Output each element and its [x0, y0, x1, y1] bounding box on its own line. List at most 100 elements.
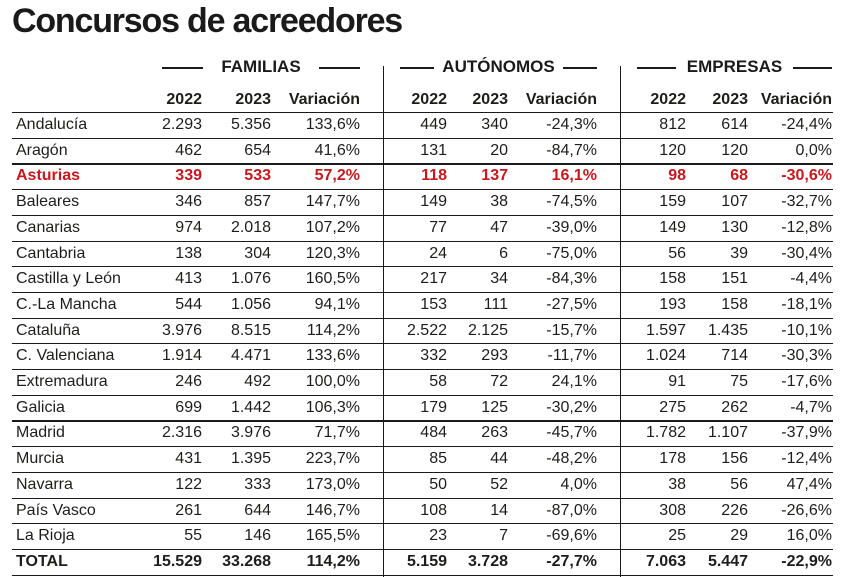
- cell-empresas-2023: 107: [721, 193, 748, 211]
- cell-empresas-2022: 98: [668, 167, 686, 185]
- cell-familias-2023: 4.471: [230, 347, 271, 365]
- cell-familias-variacion: 120,3%: [305, 244, 360, 262]
- column-header-familias-2023: 2023: [235, 91, 271, 108]
- header-rule: [400, 67, 434, 69]
- row-divider: [12, 523, 833, 525]
- total-familias-variacion: 114,2%: [306, 552, 360, 570]
- region-name: Galicia: [16, 398, 65, 416]
- row-divider: [12, 137, 833, 139]
- cell-empresas-variacion: -4,4%: [790, 270, 832, 288]
- cell-autonomos-variacion: -39,0%: [546, 218, 597, 236]
- cell-empresas-2022: 1.597: [645, 321, 686, 339]
- cell-familias-2023: 1.076: [230, 270, 271, 288]
- cell-empresas-variacion: -30,6%: [781, 167, 832, 185]
- cell-empresas-variacion: 16,0%: [786, 527, 832, 545]
- cell-familias-2022: 413: [175, 270, 202, 288]
- cell-familias-2023: 5.356: [230, 116, 271, 133]
- row-divider: [12, 548, 833, 551]
- cell-empresas-2022: 120: [659, 141, 686, 159]
- row-divider: [12, 163, 833, 165]
- region-name: Cataluña: [16, 321, 81, 339]
- cell-empresas-variacion: -12,4%: [781, 450, 832, 468]
- cell-empresas-2022: 149: [659, 218, 686, 236]
- cell-empresas-2022: 159: [659, 193, 686, 211]
- cell-autonomos-2022: 484: [420, 424, 447, 442]
- row-divider: [12, 446, 833, 448]
- cell-familias-2023: 644: [244, 501, 271, 519]
- header-rule: [162, 67, 203, 69]
- cell-autonomos-2022: 24: [429, 244, 447, 262]
- row-divider: [12, 394, 833, 396]
- cell-empresas-2023: 1.107: [707, 424, 748, 442]
- cell-familias-variacion: 147,7%: [305, 193, 360, 211]
- cell-empresas-variacion: -17,6%: [781, 373, 832, 390]
- cell-familias-2022: 122: [175, 475, 202, 493]
- column-separator: [383, 66, 384, 577]
- region-name: Cantabria: [16, 244, 86, 262]
- region-name: Aragón: [16, 141, 68, 159]
- row-divider: [12, 574, 833, 576]
- cell-empresas-variacion: -10,1%: [781, 321, 832, 339]
- header-rule: [792, 67, 832, 69]
- cell-familias-2023: 654: [244, 141, 271, 159]
- cell-empresas-2023: 714: [721, 347, 748, 365]
- cell-familias-2023: 857: [244, 193, 271, 211]
- cell-empresas-2023: 130: [721, 218, 748, 236]
- cell-autonomos-2023: 340: [481, 116, 508, 133]
- row-divider: [12, 240, 833, 242]
- cell-empresas-2022: 56: [668, 244, 686, 262]
- cell-autonomos-2023: 111: [483, 295, 508, 313]
- cell-familias-2023: 1.442: [230, 398, 271, 416]
- cell-familias-variacion: 160,5%: [305, 270, 360, 288]
- cell-familias-2022: 261: [175, 501, 202, 519]
- cell-familias-variacion: 41,6%: [314, 141, 360, 159]
- cell-familias-2022: 2.316: [161, 424, 202, 442]
- group-header-empresas: EMPRESAS: [637, 57, 832, 77]
- cell-empresas-2023: 68: [730, 167, 748, 185]
- region-name: Murcia: [16, 450, 65, 468]
- cell-empresas-variacion: -37,9%: [781, 424, 832, 442]
- cell-familias-variacion: 173,0%: [305, 475, 360, 493]
- cell-autonomos-2022: 85: [429, 450, 447, 468]
- cell-empresas-2022: 308: [659, 501, 686, 519]
- region-name: País Vasco: [16, 501, 96, 519]
- cell-empresas-2023: 120: [721, 141, 748, 159]
- region-name: Asturias: [16, 167, 81, 185]
- region-name: C. Valenciana: [16, 347, 115, 365]
- cell-empresas-2023: 156: [721, 450, 748, 468]
- cell-autonomos-2023: 44: [490, 450, 508, 468]
- cell-autonomos-2023: 137: [481, 167, 508, 185]
- row-divider: [12, 317, 833, 319]
- cell-empresas-variacion: 47,4%: [786, 475, 832, 493]
- cell-autonomos-2022: 23: [429, 527, 447, 545]
- cell-empresas-variacion: -18,1%: [781, 295, 832, 313]
- cell-familias-2022: 339: [175, 167, 202, 185]
- cell-autonomos-2022: 58: [429, 373, 447, 390]
- cell-familias-variacion: 223,7%: [305, 450, 360, 468]
- cell-autonomos-variacion: -87,0%: [546, 501, 597, 519]
- cell-familias-2023: 3.976: [230, 424, 271, 442]
- cell-familias-2023: 304: [244, 244, 271, 262]
- cell-familias-2022: 55: [184, 527, 202, 545]
- row-divider: [12, 266, 833, 268]
- total-familias-2023: 33.268: [222, 552, 271, 570]
- row-divider: [12, 189, 833, 191]
- cell-empresas-2023: 614: [721, 116, 748, 133]
- group-label: EMPRESAS: [686, 57, 783, 76]
- region-name: Baleares: [16, 193, 80, 211]
- cell-empresas-2023: 226: [721, 501, 748, 519]
- cell-familias-2023: 1.056: [230, 295, 271, 313]
- cell-familias-2023: 1.395: [230, 450, 271, 468]
- cell-empresas-2023: 1.435: [707, 321, 748, 339]
- cell-empresas-2022: 812: [659, 116, 686, 133]
- cell-empresas-variacion: 0,0%: [795, 141, 832, 159]
- cell-autonomos-2022: 153: [420, 295, 447, 313]
- cell-empresas-2023: 262: [721, 398, 748, 416]
- cell-familias-2022: 431: [175, 450, 202, 468]
- cell-autonomos-2022: 118: [421, 167, 447, 185]
- cell-familias-2023: 333: [244, 475, 271, 493]
- cell-autonomos-2023: 38: [490, 193, 508, 211]
- cell-autonomos-2022: 2.522: [406, 321, 447, 339]
- cell-empresas-2022: 91: [668, 373, 686, 390]
- cell-familias-variacion: 165,5%: [305, 527, 360, 545]
